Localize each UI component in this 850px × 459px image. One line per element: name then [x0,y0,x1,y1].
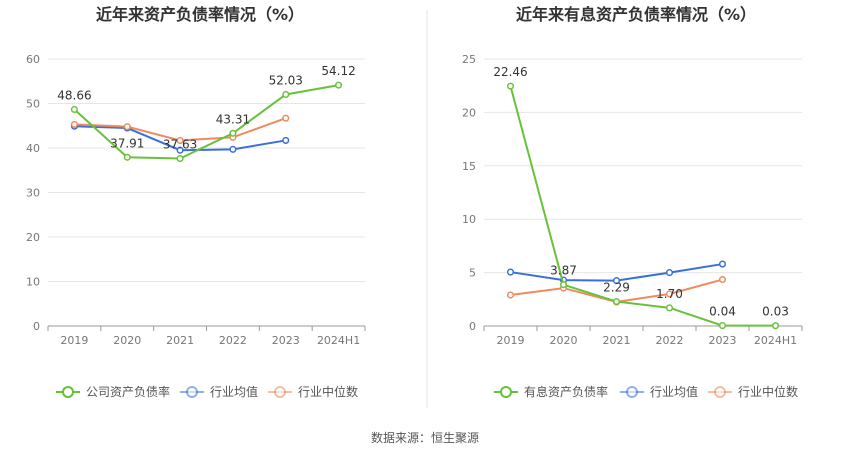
data-label: 37.63 [163,138,197,152]
data-label: 2.29 [603,281,630,295]
data-point-company [335,81,343,89]
y-tick-label: 0 [33,320,40,333]
legend-label: 公司资产负债率 [86,384,170,399]
data-label: 48.66 [57,88,91,102]
data-point-median [123,123,131,131]
legend-item-median: 行业中位数 [708,384,798,399]
data-point-company [282,90,290,99]
legend-item-avg: 行业均值 [620,384,698,399]
legend-label: 行业中位数 [298,384,358,399]
data-point-company [506,82,515,90]
legend-item-median: 行业中位数 [268,384,358,399]
data-point-company [718,322,727,330]
x-tick-label: 2022 [656,334,684,347]
data-point-avg [176,146,184,154]
data-point-median [282,114,290,122]
data-label: 0.03 [762,305,789,319]
data-point-company [176,154,184,163]
y-tick-label: 5 [469,267,476,280]
chart-interest-bearing-debt-ratio: 近年来有息资产负债率情况（%） 0 5 10 15 20 25 2019 2020 2021 202… [462,5,803,399]
chart-debt-ratio: 近年来资产负债率情况（%） 0 10 20 30 40 50 60 2019 2020 2021 20… [26,5,366,399]
y-tick-label: 20 [462,106,476,119]
x-tick-label: 2021 [166,334,194,347]
data-point-company [665,304,674,312]
data-point-company [559,281,568,289]
chart-title: 近年来有息资产负债率情况（%） [516,5,756,24]
y-tick-label: 25 [462,53,476,66]
y-tick-label: 50 [26,98,40,111]
data-point-median [70,120,78,128]
y-tick-label: 10 [26,276,40,289]
data-label: 37.91 [110,136,144,150]
data-label: 0.04 [709,305,736,319]
x-tick-label: 2024H1 [754,334,797,347]
x-tick-label: 2023 [709,334,737,347]
x-tick-label: 2021 [603,334,631,347]
data-label: 22.46 [493,65,527,79]
data-label: 3.87 [550,264,577,278]
legend-label: 行业均值 [210,384,258,399]
data-point-median [665,290,674,298]
y-tick-label: 40 [26,142,40,155]
data-point-median [506,291,515,299]
y-tick-label: 20 [26,231,40,244]
data-point-avg [665,269,674,277]
legend-item-company: 有息资产负债率 [494,384,608,399]
legend-marker-icon [274,386,286,398]
x-tick-label: 2022 [219,334,247,347]
legend-marker-icon [62,386,74,398]
data-point-company [123,153,131,161]
series-line-company [73,84,339,160]
data-point-median [718,275,727,284]
data-label: 52.03 [269,73,303,87]
x-tick-label: 2019 [60,334,88,347]
data-point-avg [718,260,727,268]
source-text: 数据来源：恒生聚源 [371,430,479,445]
data-label: 54.12 [321,64,355,78]
data-point-company [70,105,78,114]
x-tick-label: 2023 [272,334,300,347]
y-tick-label: 0 [469,320,476,333]
x-tick-label: 2020 [550,334,578,347]
x-tick-label: 2024H1 [317,334,360,347]
series-line-company [509,85,776,327]
data-label: 1.70 [656,287,683,301]
legend-marker-icon [500,386,512,398]
legend-item-company: 公司资产负债率 [56,384,170,399]
legend-marker-icon [626,386,638,398]
x-tick-label: 2020 [113,334,141,347]
y-tick-label: 60 [26,53,40,66]
data-point-avg [229,145,237,153]
y-tick-label: 30 [26,187,40,200]
legend-label: 行业中位数 [738,384,798,399]
y-tick-label: 15 [462,160,476,173]
x-tick-label: 2019 [497,334,525,347]
y-tick-label: 10 [462,213,476,226]
data-label: 43.31 [216,112,250,126]
data-point-avg [506,268,515,276]
data-point-avg [612,277,621,285]
data-point-avg [282,136,290,144]
legend-label: 行业均值 [650,384,698,399]
legend-item-avg: 行业均值 [180,384,258,399]
chart-title: 近年来资产负债率情况（%） [96,5,304,24]
data-point-company [771,322,780,330]
legend-marker-icon [186,386,198,398]
legend-label: 有息资产负债率 [524,384,608,399]
data-point-median [176,136,184,144]
data-point-company [229,129,237,137]
legend-marker-icon [714,386,726,398]
data-point-company [612,297,621,306]
